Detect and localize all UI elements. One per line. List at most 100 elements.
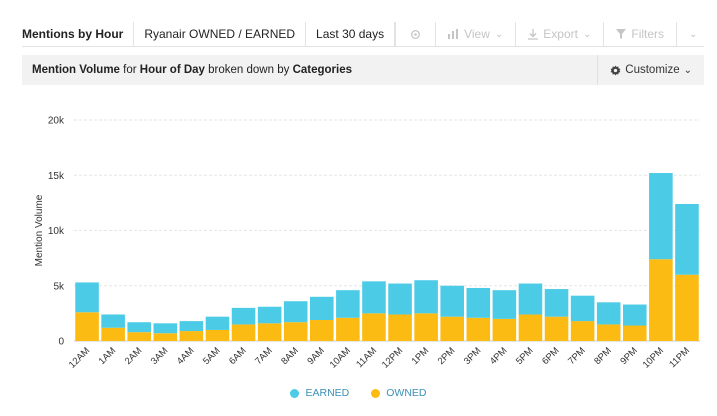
customize-button[interactable]: Customize ⌄ (597, 55, 704, 85)
bar-owned (127, 332, 151, 341)
bar-earned (675, 203, 699, 275)
bar-owned (675, 274, 699, 341)
bar-earned (414, 280, 438, 314)
bar-earned (544, 289, 569, 317)
bar-owned (649, 259, 673, 341)
report-title: Mentions by Hour (22, 22, 135, 46)
bar-earned (388, 283, 412, 315)
chevron-down-icon: ⌄ (582, 28, 592, 40)
x-tick-label: 4AM (175, 345, 197, 367)
bar-owned (492, 318, 517, 341)
bar-owned (153, 333, 178, 341)
chevron-down-icon: ⌄ (689, 28, 698, 40)
bar-earned (649, 173, 673, 260)
bar-earned (179, 321, 204, 332)
x-tick-label: 5AM (201, 345, 223, 367)
dimension-name: Hour of Day (139, 64, 205, 76)
bar-earned (257, 306, 282, 324)
chart-description-bar: Mention Volume for Hour of Day broken do… (22, 55, 704, 85)
bar-owned (440, 316, 464, 341)
more-menu-button[interactable]: ⌄ (677, 22, 705, 46)
download-icon (528, 28, 539, 40)
bar-earned (466, 287, 491, 318)
x-tick-label: 6PM (540, 345, 562, 367)
bar-earned (231, 307, 256, 325)
view-label: View (464, 27, 490, 41)
legend-swatch (290, 388, 300, 398)
chart-legend: EARNED OWNED (0, 385, 717, 401)
legend-swatch (371, 388, 381, 398)
broken-down-text: broken down by (208, 64, 290, 76)
metric-name: Mention Volume (32, 64, 120, 76)
legend-label: OWNED (386, 387, 427, 399)
bar-owned (518, 314, 543, 341)
x-tick-label: 5PM (514, 345, 536, 367)
legend-label: EARNED (305, 387, 350, 399)
x-tick-label: 2PM (436, 345, 458, 367)
bar-earned (336, 290, 360, 318)
y-axis-title: Mention Volume (34, 194, 45, 266)
export-label: Export (543, 27, 578, 41)
x-tick-label: 3AM (149, 345, 171, 367)
bar-owned (101, 327, 125, 341)
x-tick-label: 10PM (641, 345, 666, 370)
customize-label: Customize (625, 64, 680, 76)
bar-owned (596, 324, 621, 341)
bar-earned (310, 296, 334, 321)
x-tick-label: 7PM (566, 345, 588, 367)
bar-chart-icon (448, 29, 459, 39)
bar-earned (623, 304, 647, 326)
y-tick-label: 20k (48, 116, 65, 127)
bar-owned (336, 317, 360, 341)
x-tick-label: 12PM (380, 345, 405, 370)
x-tick-label: 8AM (279, 345, 301, 367)
y-tick-label: 10k (48, 226, 65, 237)
bar-earned (101, 314, 125, 328)
breakdown-name: Categories (292, 64, 352, 76)
legend-item-earned[interactable]: EARNED (290, 385, 349, 401)
bar-owned (231, 324, 256, 341)
x-tick-label: 1AM (97, 345, 119, 367)
bar-earned (75, 282, 99, 313)
bar-owned (466, 317, 491, 341)
bar-owned (283, 322, 308, 341)
bar-earned (153, 323, 178, 334)
x-tick-label: 9AM (305, 345, 327, 367)
bar-earned (127, 322, 151, 333)
bar-earned (492, 290, 517, 319)
date-range-selector[interactable]: Last 30 days (306, 22, 396, 46)
chevron-down-icon: ⌄ (683, 64, 692, 76)
bar-owned (257, 323, 282, 341)
query-selector[interactable]: Ryanair OWNED / EARNED (134, 22, 307, 46)
bar-earned (205, 316, 230, 330)
filter-icon (616, 29, 627, 39)
gear-icon (610, 64, 621, 76)
settings-button[interactable] (396, 22, 437, 46)
filters-button[interactable]: Filters (604, 22, 678, 46)
bar-earned (570, 295, 595, 322)
view-menu-button[interactable]: View ⌄ (436, 22, 517, 46)
bar-owned (388, 314, 412, 341)
y-tick-label: 0 (58, 337, 64, 348)
x-tick-label: 10AM (328, 345, 353, 370)
x-tick-label: 1PM (410, 345, 432, 367)
legend-item-owned[interactable]: OWNED (371, 385, 427, 401)
gear-icon (411, 29, 421, 39)
x-tick-label: 12AM (67, 345, 92, 370)
bar-earned (283, 301, 308, 323)
toolbar-spacer (395, 22, 397, 46)
bar-earned (362, 281, 386, 314)
x-tick-label: 3PM (462, 345, 484, 367)
chevron-down-icon: ⌄ (494, 28, 504, 40)
report-toolbar: Mentions by Hour Ryanair OWNED / EARNED … (22, 22, 704, 47)
x-tick-label: 11AM (354, 345, 379, 370)
bar-owned (179, 331, 204, 341)
x-tick-label: 4PM (488, 345, 510, 367)
bar-earned (518, 283, 543, 315)
bar-owned (362, 313, 386, 341)
export-menu-button[interactable]: Export ⌄ (516, 22, 605, 46)
x-tick-label: 9PM (618, 345, 640, 367)
x-tick-label: 2AM (123, 345, 145, 367)
x-tick-label: 7AM (253, 345, 275, 367)
